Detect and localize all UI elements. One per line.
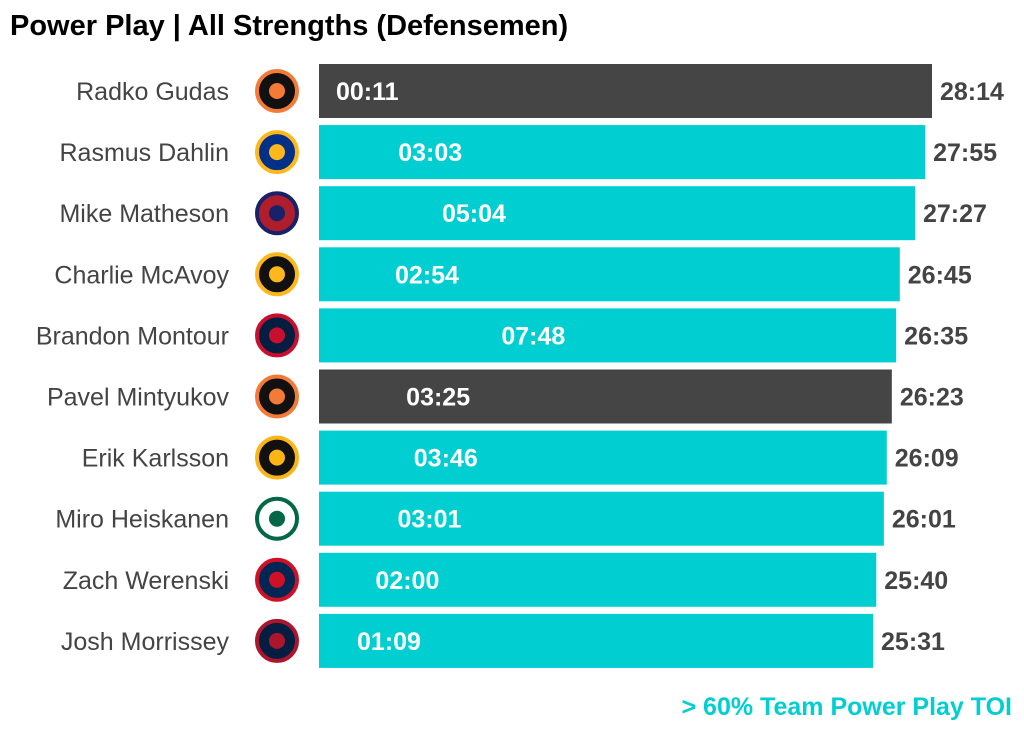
total-toi-label: 26:45 <box>908 261 972 289</box>
chart-title: Power Play | All Strengths (Defensemen) <box>10 10 568 42</box>
bar <box>319 64 932 118</box>
pp-toi-label: 07:48 <box>501 322 565 350</box>
ducks-logo-icon-center <box>269 83 285 99</box>
player-name: Mike Matheson <box>59 200 229 228</box>
player-name: Pavel Mintyukov <box>47 384 230 412</box>
stars-logo-icon-center <box>269 510 285 527</box>
player-name: Zach Werenski <box>63 567 229 595</box>
player-name: Charlie McAvoy <box>54 261 229 289</box>
total-toi-label: 25:31 <box>881 628 945 656</box>
blue-jackets-logo-icon-center <box>269 571 285 588</box>
bar <box>319 491 884 546</box>
ducks-logo-icon-center <box>269 388 285 405</box>
player-name: Radko Gudas <box>76 78 229 106</box>
panthers-logo-icon-center <box>269 327 285 344</box>
player-name: Rasmus Dahlin <box>59 139 229 167</box>
bar <box>319 430 887 485</box>
total-toi-label: 25:40 <box>884 567 948 595</box>
pp-toi-label: 00:11 <box>336 78 399 106</box>
legend-note: > 60% Team Power Play TOI <box>682 693 1012 721</box>
bar <box>319 552 877 607</box>
player-name: Brandon Montour <box>36 322 229 350</box>
jets-logo-icon-center <box>269 632 285 649</box>
player-name: Erik Karlsson <box>82 445 229 473</box>
canadiens-logo-icon-center <box>269 205 285 222</box>
total-toi-label: 28:14 <box>940 78 1004 106</box>
sabres-logo-icon-center <box>269 144 285 161</box>
pp-toi-label: 03:01 <box>397 506 461 534</box>
pp-toi-label: 03:25 <box>406 384 470 412</box>
player-name: Josh Morrissey <box>61 628 230 656</box>
pp-toi-label: 01:09 <box>357 628 421 656</box>
pp-toi-label: 02:00 <box>375 567 439 595</box>
bar <box>319 247 900 302</box>
penguins-logo-icon-center <box>269 449 285 466</box>
player-name: Miro Heiskanen <box>55 506 229 534</box>
total-toi-label: 26:23 <box>900 384 964 412</box>
bruins-logo-icon-center <box>269 266 285 283</box>
pp-toi-label: 03:46 <box>414 445 478 473</box>
bar <box>319 308 897 363</box>
bar <box>319 125 926 180</box>
pp-toi-label: 05:04 <box>442 200 506 228</box>
total-toi-label: 26:35 <box>904 322 968 350</box>
bar <box>319 369 892 424</box>
total-toi-label: 26:09 <box>895 445 959 473</box>
pp-toi-label: 03:03 <box>398 139 462 167</box>
pp-toi-label: 02:54 <box>395 261 459 289</box>
bar <box>319 613 874 668</box>
total-toi-label: 26:01 <box>892 506 956 534</box>
bar <box>319 186 915 241</box>
total-toi-label: 27:55 <box>933 139 997 167</box>
total-toi-label: 27:27 <box>923 200 987 228</box>
